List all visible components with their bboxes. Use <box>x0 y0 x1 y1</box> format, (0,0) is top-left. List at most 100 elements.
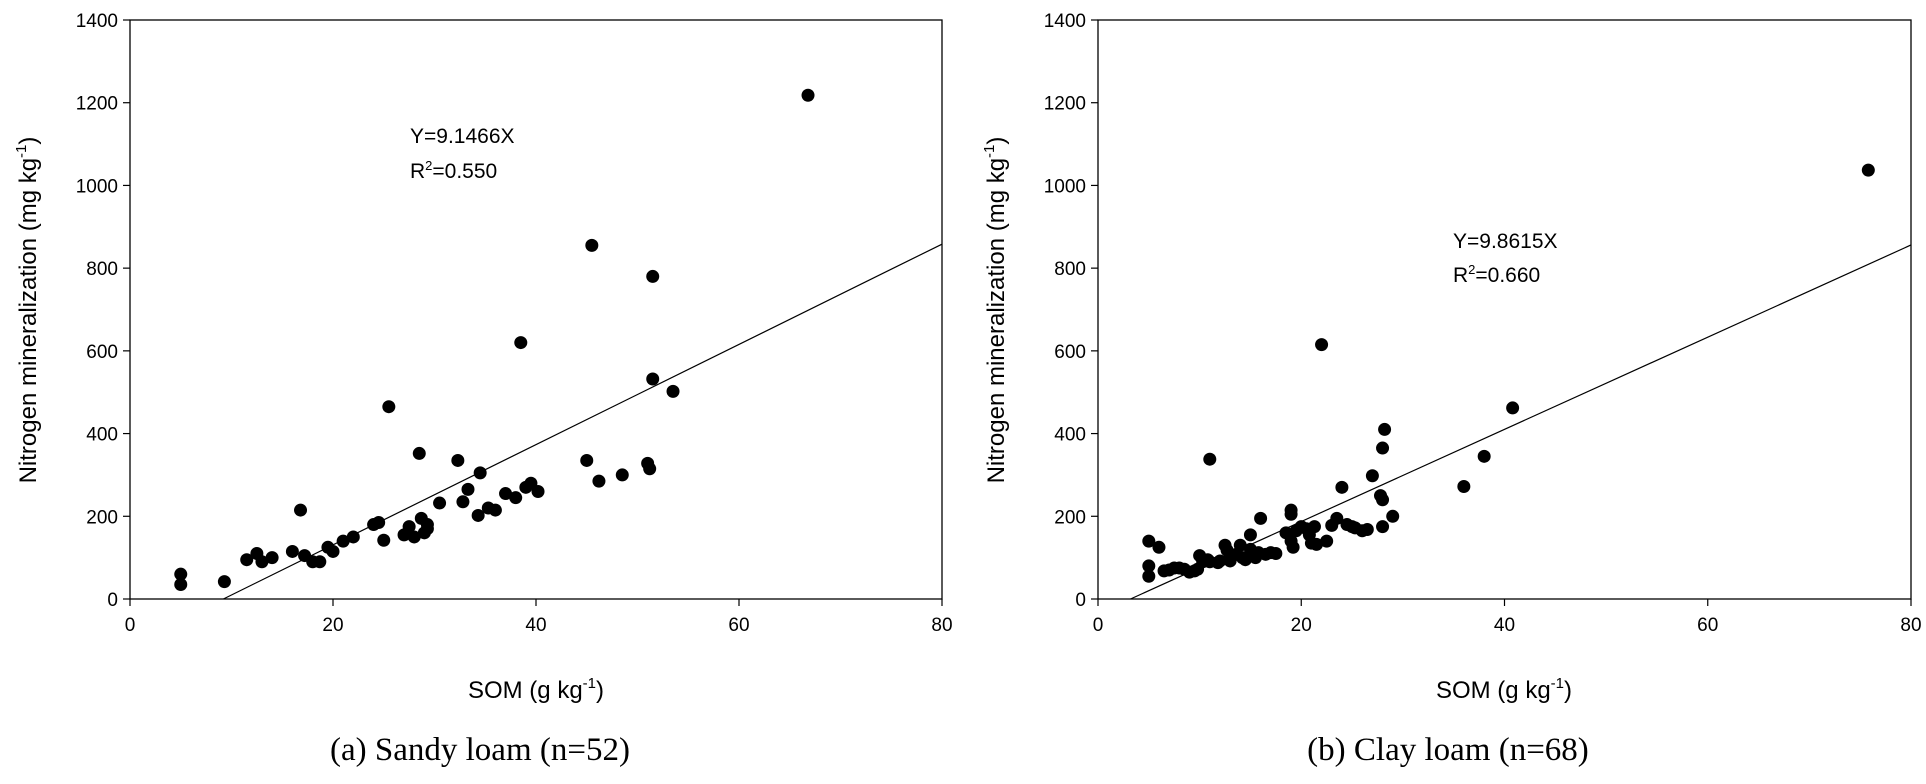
y-tick-label: 400 <box>86 425 118 446</box>
data-point <box>1201 553 1215 567</box>
y-tick-label: 200 <box>86 507 118 528</box>
y-tick-label: 400 <box>1054 425 1086 446</box>
data-point <box>1335 480 1349 494</box>
data-point <box>174 578 188 592</box>
y-axis: 0 200 400 600 800 1000 1200 1400 <box>76 11 130 611</box>
data-point <box>1152 540 1166 554</box>
data-point <box>1376 520 1390 534</box>
x-tick-label: 40 <box>1494 615 1515 636</box>
data-point <box>1376 493 1390 507</box>
data-point <box>1286 540 1300 554</box>
panel-caption: (a) Sandy loam (n=52) <box>330 732 630 768</box>
x-tick-label: 60 <box>728 615 749 636</box>
y-tick-label: 600 <box>1054 342 1086 363</box>
x-tick-label: 20 <box>1291 615 1312 636</box>
y-tick-label: 1400 <box>1044 11 1086 32</box>
data-point <box>377 533 391 547</box>
data-point <box>666 384 680 398</box>
data-point <box>1378 422 1392 436</box>
data-point <box>1315 338 1329 352</box>
data-point <box>1142 569 1156 583</box>
data-point <box>372 515 386 529</box>
y-tick-label: 0 <box>1075 590 1086 611</box>
data-point <box>255 555 269 569</box>
data-point <box>1167 561 1181 575</box>
data-point <box>240 553 254 567</box>
data-point <box>174 567 188 581</box>
x-tick-label: 80 <box>1900 615 1921 636</box>
data-point <box>801 88 815 102</box>
x-tick-label: 0 <box>1093 615 1104 636</box>
data-point <box>420 522 434 536</box>
data-point <box>488 503 502 517</box>
data-point <box>580 453 594 467</box>
data-point <box>1477 449 1491 463</box>
data-point <box>1365 469 1379 483</box>
data-point <box>1506 401 1520 415</box>
data-point <box>1302 528 1316 542</box>
x-axis-title: SOM (g kg-1) <box>468 675 604 704</box>
data-point <box>1376 441 1390 455</box>
data-point <box>407 530 421 544</box>
r-squared: R2=0.550 <box>410 158 497 183</box>
data-point <box>1203 452 1217 466</box>
data-point <box>471 508 485 522</box>
y-tick-label: 1400 <box>76 11 118 32</box>
data-point <box>1243 528 1257 542</box>
x-tick-label: 40 <box>525 615 546 636</box>
regression-equation: Y=9.1466X <box>410 125 515 148</box>
x-tick-label: 60 <box>1697 615 1718 636</box>
plot-frame <box>1097 19 1912 600</box>
data-point <box>1360 523 1374 537</box>
data-point <box>1348 521 1362 535</box>
data-point <box>402 520 416 534</box>
y-tick-label: 1200 <box>76 94 118 115</box>
data-point <box>509 491 523 505</box>
r-squared: R2=0.660 <box>1453 262 1540 287</box>
data-point <box>1309 537 1323 551</box>
x-tick-label: 20 <box>322 615 343 636</box>
y-tick-label: 600 <box>86 342 118 363</box>
data-point <box>1284 507 1298 521</box>
data-point <box>592 474 606 488</box>
plot-frame <box>129 19 943 600</box>
data-point <box>336 534 350 548</box>
y-axis: 0 200 400 600 800 1000 1200 1400 <box>1044 11 1098 611</box>
data-points <box>1142 163 1875 583</box>
data-point <box>346 530 360 544</box>
data-point <box>326 544 340 558</box>
y-axis-title: Nitrogen mineralization (mg kg-1) <box>13 137 42 484</box>
panel-caption: (b) Clay loam (n=68) <box>1307 732 1589 768</box>
y-tick-label: 1200 <box>1044 94 1086 115</box>
data-point <box>461 482 475 496</box>
data-point <box>1157 564 1171 578</box>
data-point <box>433 496 447 510</box>
fit-line-group <box>1130 244 1912 600</box>
data-point <box>451 453 465 467</box>
y-tick-label: 800 <box>1054 259 1086 280</box>
data-point <box>531 484 545 498</box>
y-tick-label: 200 <box>1054 507 1086 528</box>
chart-panel-clay-loam: 0 200 400 600 800 1000 1200 1400 0 20 40 60 80 Y=9.… <box>981 11 1922 768</box>
data-point <box>1191 562 1205 576</box>
y-tick-label: 800 <box>86 259 118 280</box>
data-point <box>1320 534 1334 548</box>
regression-equation: Y=9.8615X <box>1453 230 1558 253</box>
y-tick-label: 1000 <box>1044 176 1086 197</box>
data-point <box>1861 163 1875 177</box>
data-point <box>1457 480 1471 494</box>
data-point <box>217 575 231 589</box>
data-point <box>646 269 660 283</box>
data-point <box>615 468 629 482</box>
data-point <box>1252 546 1266 560</box>
regression-line <box>1130 244 1912 600</box>
data-point <box>1142 534 1156 548</box>
x-axis: 0 20 40 60 80 <box>125 599 953 636</box>
data-point <box>285 544 299 558</box>
x-tick-label: 0 <box>125 615 136 636</box>
data-point <box>1235 551 1249 565</box>
y-tick-label: 1000 <box>76 176 118 197</box>
data-point <box>1386 509 1400 523</box>
data-point <box>456 495 470 509</box>
